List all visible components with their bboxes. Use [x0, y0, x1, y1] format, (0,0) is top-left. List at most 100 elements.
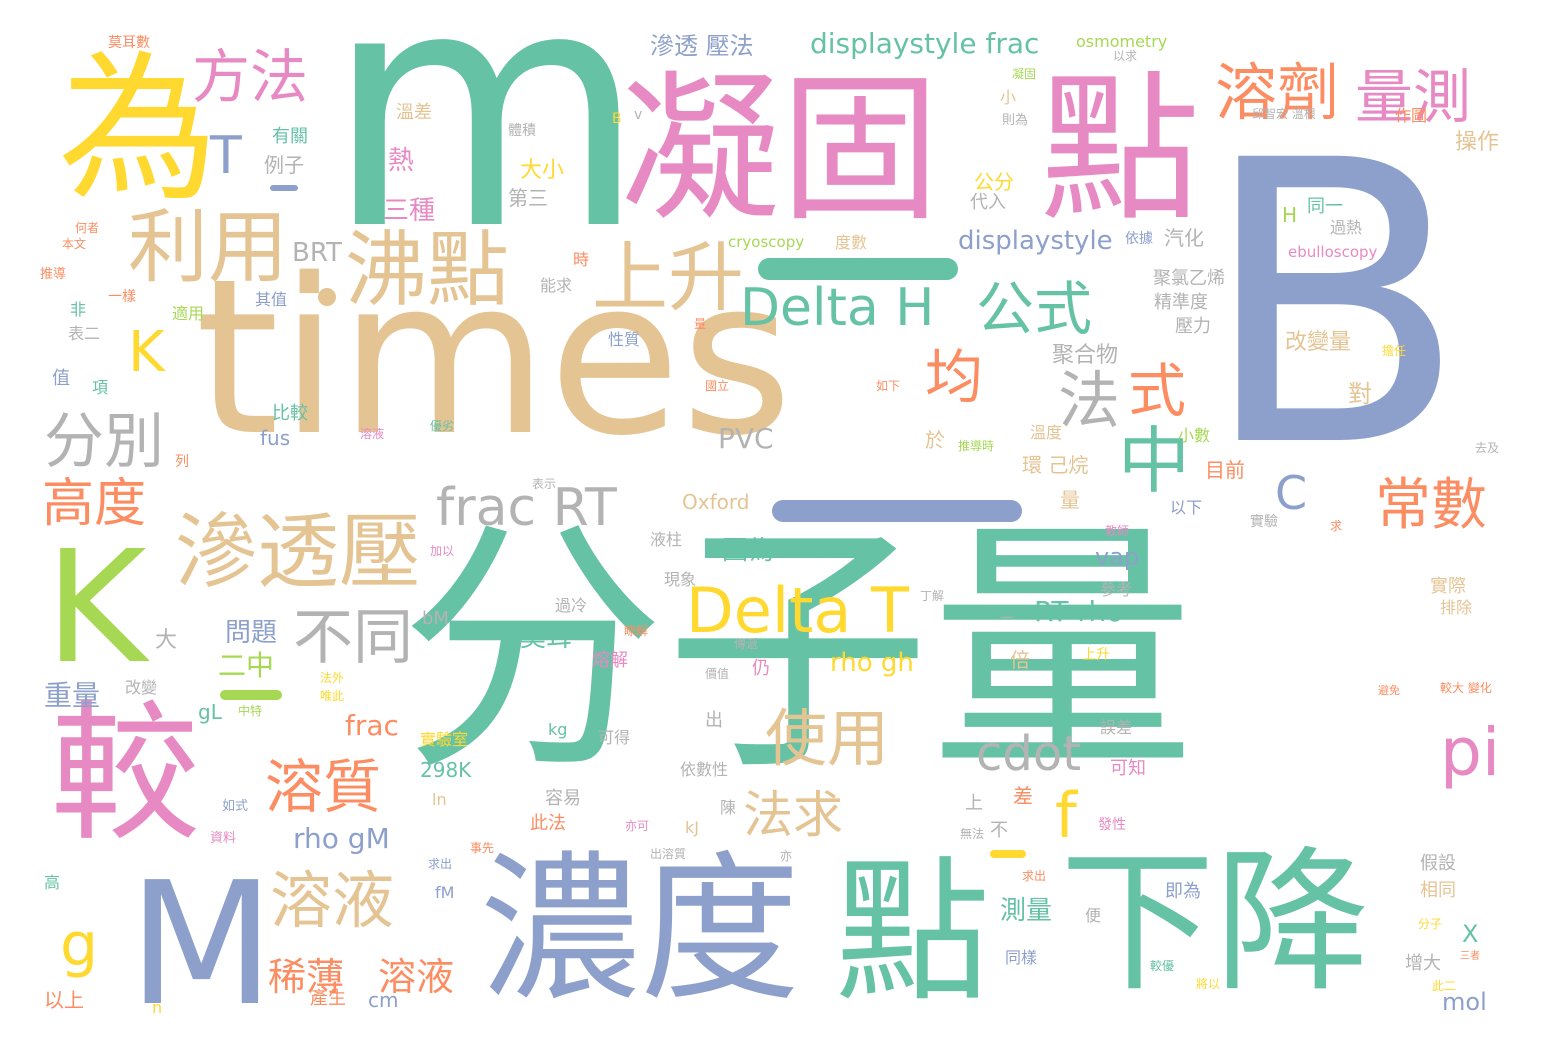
- cloud-word: 則為: [1002, 113, 1029, 128]
- cloud-word: gL: [198, 700, 222, 724]
- cloud-word: B: [612, 111, 622, 127]
- cloud-word: 實驗室: [420, 730, 469, 749]
- cloud-word: 教師: [1105, 524, 1130, 538]
- cloud-word: 容易: [545, 788, 581, 809]
- cloud-word: 小: [1000, 88, 1017, 107]
- cloud-word: 小數: [1178, 426, 1211, 445]
- cloud-word: Delta T: [686, 574, 909, 647]
- cloud-word: pi: [1440, 714, 1501, 791]
- cloud-word: 資料: [210, 831, 237, 846]
- cloud-word: 沸點: [345, 223, 510, 318]
- cloud-word: 法求: [743, 786, 843, 844]
- cloud-word: 同樣: [1005, 948, 1038, 967]
- cloud-word: 性質: [608, 330, 641, 349]
- cloud-word: 去及: [1475, 441, 1500, 455]
- cloud-word: 聚合物: [1052, 343, 1119, 368]
- cloud-word: 公分: [974, 170, 1014, 194]
- cloud-word: g: [60, 910, 99, 980]
- cloud-word: 推導時: [958, 439, 995, 453]
- cloud-word: 丁解: [920, 589, 945, 603]
- cloud-word: 此二: [1432, 979, 1457, 993]
- cloud-word: 測量: [1000, 896, 1053, 926]
- cloud-word: 瞭解: [624, 624, 649, 638]
- cloud-word: 高: [44, 873, 61, 892]
- cloud-word: 差: [1013, 784, 1033, 808]
- cloud-word: 凝固: [1012, 67, 1037, 81]
- cloud-word: 值: [52, 368, 70, 389]
- cloud-word: 上: [965, 793, 983, 814]
- cloud-word: 傳遞: [734, 637, 759, 651]
- dash-bar: [220, 690, 282, 700]
- cloud-word: 表示: [532, 477, 557, 491]
- cloud-word: 以求: [1113, 49, 1138, 63]
- cloud-word: 以下: [1170, 498, 1203, 517]
- cloud-word: 唯此: [320, 689, 345, 703]
- cloud-word: mol: [1442, 988, 1487, 1016]
- cloud-word: 此法: [530, 813, 566, 834]
- cloud-word: 滲透壓: [175, 505, 422, 600]
- cloud-word: 體積: [508, 123, 536, 139]
- cloud-word: 溫差: [396, 102, 432, 123]
- cloud-word: 增大: [1405, 953, 1441, 974]
- cloud-word: 擔任: [1382, 344, 1407, 358]
- cloud-word: 邱智宏 溫根: [1252, 107, 1316, 121]
- cloud-word: 量: [1060, 488, 1080, 512]
- cloud-word: 相同: [1420, 880, 1456, 901]
- cloud-word: 價值: [705, 667, 730, 681]
- cloud-word: 可得: [598, 728, 631, 747]
- cloud-word: 溶質: [265, 753, 382, 821]
- cloud-word: T: [210, 126, 242, 186]
- cloud-word: 大: [155, 628, 178, 653]
- cloud-word: 莫耳: [520, 623, 573, 653]
- cloud-word: C: [1275, 466, 1308, 520]
- cloud-word: 亦: [780, 849, 793, 863]
- cloud-word: 便: [1085, 906, 1102, 925]
- cloud-word: 溫度: [1030, 423, 1063, 442]
- cloud-word: 問題: [225, 618, 278, 648]
- cloud-word: 精準度: [1154, 292, 1208, 313]
- cloud-word: 量測: [1355, 63, 1472, 131]
- cloud-word: 避免: [1378, 684, 1400, 697]
- cloud-word: 表二: [68, 324, 101, 343]
- cloud-word: 改變: [125, 678, 158, 697]
- cloud-word: displaystyle: [958, 226, 1113, 256]
- cloud-word: 均: [925, 343, 984, 411]
- cloud-word: 推導: [40, 267, 67, 282]
- cloud-word: 汽化: [1164, 226, 1204, 250]
- cloud-word: 仍: [752, 658, 770, 679]
- cloud-word: 出: [705, 710, 723, 731]
- cloud-word: 較大 變化: [1440, 681, 1492, 695]
- cloud-word: 三者: [1460, 951, 1480, 962]
- cloud-word: 溶劑: [1215, 56, 1340, 129]
- cloud-word: 求出: [1022, 869, 1047, 883]
- cloud-word: 式: [1128, 357, 1187, 425]
- cloud-word: cm: [368, 988, 399, 1012]
- dash-bar: [990, 850, 1026, 858]
- cloud-word: 中特: [238, 704, 263, 718]
- cloud-word: 誤差: [1100, 718, 1133, 737]
- cloud-word: 適用: [172, 304, 205, 323]
- cloud-word: displaystyle frac: [810, 27, 1040, 60]
- dash-bar: [772, 500, 1022, 522]
- cloud-word: 排除: [1440, 598, 1473, 617]
- cloud-word: frac: [345, 709, 399, 742]
- cloud-word: 上升: [592, 233, 744, 322]
- cloud-word: 可知: [1110, 758, 1146, 779]
- cloud-word: cryoscopy: [728, 233, 805, 251]
- cloud-word: 溶液: [360, 427, 385, 441]
- cloud-word: 項: [92, 378, 109, 397]
- cloud-word: K: [45, 517, 147, 698]
- cloud-word: 現象: [664, 570, 697, 589]
- cloud-word: 優劣: [430, 419, 455, 433]
- cloud-word: 法外: [320, 671, 345, 685]
- cloud-word: 過冷: [555, 596, 588, 615]
- cloud-word: 法: [1058, 364, 1121, 437]
- cloud-word: 改變量: [1285, 330, 1352, 355]
- cloud-word: 發性: [1098, 817, 1126, 833]
- cloud-word: 熱: [388, 146, 415, 176]
- cloud-word: 代入: [970, 192, 1006, 213]
- cloud-word: 度數: [835, 233, 868, 252]
- cloud-word: 二中: [218, 649, 275, 682]
- cloud-word: 中: [1118, 419, 1191, 503]
